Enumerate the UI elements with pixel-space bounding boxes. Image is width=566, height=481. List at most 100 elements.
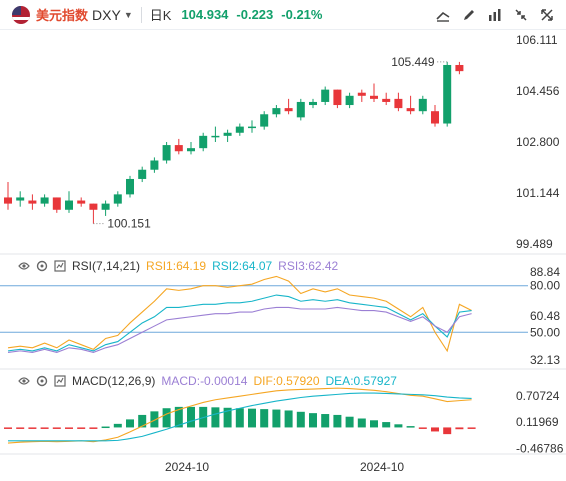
indicator-box-icon[interactable]: [54, 260, 66, 272]
price-change-pct: -0.21%: [281, 7, 323, 22]
shrink-icon[interactable]: [512, 6, 530, 24]
instrument-name: 美元指数: [36, 8, 89, 23]
macd-histogram-bar: [138, 414, 147, 428]
dea-value: 0.57927: [353, 374, 397, 388]
macd-label: MACD(12,26,9): [72, 374, 156, 388]
macd-histogram-bar: [77, 427, 86, 429]
high-price-label: 105.449: [391, 55, 435, 69]
price-axis-tick: 104.456: [516, 84, 560, 98]
candle-body: [89, 203, 98, 210]
macd-histogram-bar: [455, 427, 464, 430]
line-icon[interactable]: [434, 6, 452, 24]
macd-histogram-bar: [211, 407, 220, 428]
time-axis-tick: 2024-10: [165, 460, 209, 474]
dea-line: [8, 392, 472, 442]
settings-icon[interactable]: [36, 260, 48, 272]
macd-axis-tick: -0.46786: [516, 441, 564, 455]
price-change: -0.223: [236, 7, 274, 22]
dif-name: DIF: [253, 374, 273, 388]
candle-body: [248, 126, 256, 129]
candle-body: [40, 197, 49, 204]
candle-body: [357, 92, 366, 96]
candle-body: [272, 108, 281, 115]
rsi3-value: 62.42: [308, 259, 339, 273]
macd-histogram-bar: [235, 408, 244, 428]
instrument-symbol[interactable]: DXY: [92, 6, 121, 23]
rsi-axis-tick: 32.13: [530, 353, 560, 367]
candle-body: [4, 197, 12, 204]
macd-value: -0.00014: [200, 374, 248, 388]
candle-body: [321, 89, 330, 102]
macd-histogram-bar: [16, 427, 25, 429]
macd-histogram-bar: [467, 427, 476, 429]
rsi1-line: [7, 275, 472, 353]
rsi-axis-tick: 80.00: [530, 279, 560, 293]
macd-histogram-bar: [309, 413, 317, 428]
candle-body: [28, 200, 37, 204]
rsi2-value: 64.07: [242, 259, 273, 273]
macd-histogram-bar: [284, 410, 293, 428]
macd-histogram-bar: [89, 427, 98, 429]
eye-icon[interactable]: [18, 260, 30, 272]
settings-icon[interactable]: [36, 375, 48, 387]
dif-value: 0.57920: [276, 374, 320, 388]
macd-axis-tick: 0.70724: [516, 389, 560, 403]
macd-histogram-bar: [248, 408, 256, 428]
macd-histogram-bar: [321, 414, 330, 428]
rsi3-line: [7, 306, 472, 354]
candle-body: [16, 197, 25, 201]
macd-histogram-bar: [370, 420, 378, 428]
macd-histogram-bar: [333, 414, 342, 428]
macd-value-label: MACD:-0.00014: [161, 374, 248, 388]
candle-body: [187, 148, 195, 152]
macd-axis-tick: 0.11969: [516, 415, 559, 429]
macd-histogram-bar: [150, 411, 159, 428]
last-price: 104.934: [181, 7, 229, 22]
candle-body: [235, 126, 244, 133]
macd-histogram-bar: [418, 427, 427, 429]
macd-histogram-bar: [431, 427, 439, 432]
candle-body: [284, 108, 293, 112]
macd-histogram-bar: [394, 424, 403, 428]
rsi2-line: [7, 294, 472, 352]
time-axis-tick: 2024-10: [360, 460, 404, 474]
macd-header: MACD(12,26,9) MACD:-0.00014 DIF:0.57920 …: [18, 374, 397, 388]
pen-icon[interactable]: [460, 6, 478, 24]
rsi-label: RSI(7,14,21): [72, 259, 141, 273]
candle-body: [431, 111, 439, 124]
price-axis-tick: 101.144: [516, 186, 560, 200]
macd-histogram-bar: [174, 406, 183, 428]
candle-body: [418, 98, 427, 112]
macd-histogram-bar: [162, 408, 171, 428]
price-axis-tick: 106.111: [516, 33, 558, 47]
macd-histogram-bar: [4, 427, 12, 429]
divider: [140, 6, 142, 23]
candle-body: [199, 135, 208, 149]
candle-body: [150, 160, 159, 170]
macd-histogram-bar: [187, 406, 195, 428]
macd-histogram-bar: [443, 427, 452, 435]
indicator-box-icon[interactable]: [54, 375, 66, 387]
rsi1-name: RSI1: [146, 259, 173, 273]
macd-histogram-bar: [28, 427, 37, 429]
candle-body: [260, 114, 269, 127]
chevron-down-icon[interactable]: ▼: [123, 9, 133, 20]
candle-body: [370, 95, 378, 99]
candle-body: [101, 203, 110, 210]
eye-icon[interactable]: [18, 375, 30, 387]
rsi-header: RSI(7,14,21) RSI1:64.19 RSI2:64.07 RSI3:…: [18, 259, 338, 273]
rsi2-value-label: RSI2:64.07: [212, 259, 273, 273]
chart-icon[interactable]: [486, 6, 504, 24]
rsi3-name: RSI3: [278, 259, 305, 273]
rsi-axis-tick: 88.84: [530, 265, 560, 279]
period-selector[interactable]: 日K: [149, 8, 172, 23]
rsi3-value-label: RSI3:62.42: [278, 259, 339, 273]
dea-value-label: DEA:0.57927: [325, 374, 397, 388]
dif-value-label: DIF:0.57920: [253, 374, 320, 388]
expand-icon[interactable]: [538, 6, 556, 24]
candle-body: [406, 108, 415, 112]
macd-histogram-bar: [382, 422, 391, 428]
macd-name: MACD: [161, 374, 197, 388]
candle-body: [394, 98, 403, 109]
